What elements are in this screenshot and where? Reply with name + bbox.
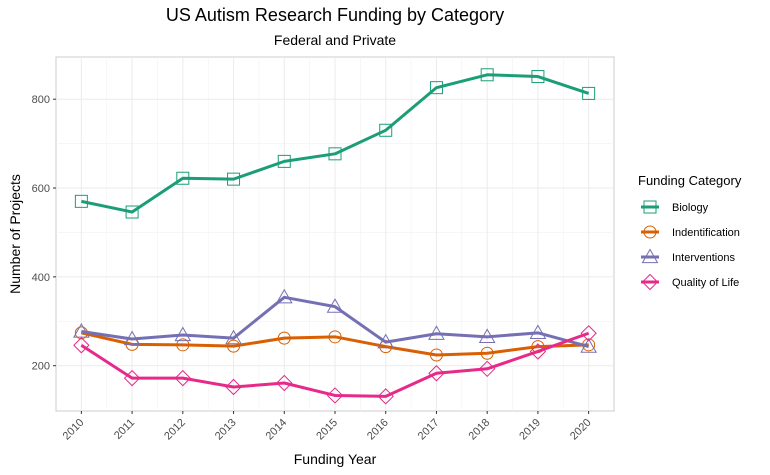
y-tick-label: 400 (32, 272, 50, 284)
y-tick-label: 800 (32, 94, 50, 106)
data-point (580, 338, 597, 353)
x-tick-label: 2010 (61, 417, 87, 443)
series-line (80, 331, 590, 398)
x-tick-label: 2012 (162, 417, 188, 443)
data-point (123, 369, 141, 387)
data-point (125, 205, 139, 219)
series-interventions (73, 288, 597, 353)
x-tick-label: 2017 (416, 417, 442, 443)
data-point (480, 346, 494, 360)
data-point (531, 70, 545, 84)
data-point (276, 374, 293, 392)
data-point (176, 171, 190, 185)
y-axis-title: Number of Projects (7, 174, 23, 294)
data-point (580, 325, 597, 342)
legend: Funding Category Biology Indentification I… (638, 173, 742, 291)
series-line (81, 331, 589, 357)
data-point (225, 329, 242, 345)
data-point (428, 365, 445, 382)
data-point (428, 325, 445, 340)
data-point (275, 288, 293, 304)
legend-item: Quality of Life (641, 273, 739, 291)
data-point (478, 360, 496, 378)
x-tick-label: 2019 (517, 417, 543, 443)
legend-label: Interventions (672, 252, 735, 264)
x-tick-label: 2018 (467, 417, 493, 443)
data-point (277, 331, 291, 345)
data-point (174, 326, 192, 342)
data-point (377, 388, 394, 405)
y-tick-label: 200 (32, 361, 50, 373)
data-point (123, 330, 141, 346)
x-tick-label: 2014 (264, 417, 290, 443)
data-point (377, 333, 395, 349)
legend-label: Biology (672, 202, 709, 214)
data-point (277, 154, 291, 168)
data-point (227, 172, 241, 186)
x-axis-ticks: 2010 2011 2012 2013 2014 2015 2016 2017 2018 2019… (61, 411, 594, 442)
y-tick-label: 600 (32, 183, 50, 195)
data-point (328, 330, 342, 344)
series-line (81, 73, 590, 214)
legend-title: Funding Category (638, 173, 742, 188)
series-layer (73, 68, 597, 405)
data-point (174, 369, 192, 387)
legend-key-marker (641, 248, 659, 264)
x-tick-label: 2011 (112, 417, 137, 442)
data-point (379, 123, 393, 137)
x-axis-title: Funding Year (294, 451, 377, 467)
series-biology (74, 68, 596, 219)
data-point (227, 339, 241, 353)
legend-key-marker (641, 273, 659, 291)
data-point (326, 387, 344, 404)
series-quality-of-life (73, 325, 597, 405)
data-point (429, 348, 443, 362)
legend-label: Indentification (672, 227, 740, 239)
x-tick-label: 2016 (365, 417, 391, 443)
data-point (478, 328, 496, 343)
legend-label: Quality of Life (672, 277, 739, 289)
data-point (225, 378, 242, 396)
legend-item: Interventions (641, 248, 735, 264)
legend-item: Biology (641, 200, 709, 214)
series-line (81, 295, 590, 349)
data-point (582, 86, 596, 100)
legend-key-marker (643, 225, 657, 239)
chart-subtitle: Federal and Private (274, 32, 396, 48)
data-point (326, 298, 344, 313)
legend-key-marker (643, 200, 657, 214)
legend-item: Indentification (641, 225, 740, 239)
data-point (480, 68, 494, 82)
x-tick-label: 2020 (568, 417, 594, 443)
x-tick-label: 2015 (314, 417, 340, 443)
data-point (328, 147, 342, 161)
data-point (74, 194, 88, 208)
data-point (429, 81, 443, 95)
data-point (529, 324, 547, 339)
data-point (73, 337, 90, 354)
data-point (529, 343, 547, 360)
x-tick-label: 2013 (213, 417, 239, 443)
chart-title: US Autism Research Funding by Category (166, 5, 504, 25)
y-axis-ticks: 200 400 600 800 (32, 94, 56, 373)
data-point (176, 338, 190, 352)
